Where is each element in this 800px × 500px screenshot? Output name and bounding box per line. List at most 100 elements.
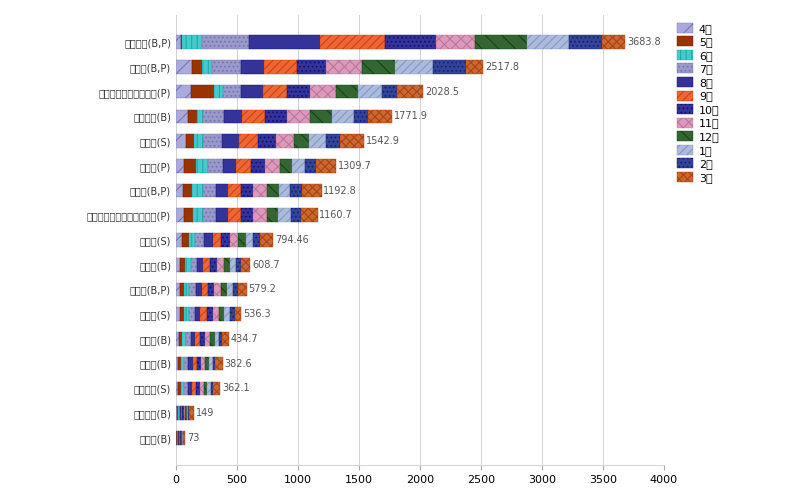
Bar: [199, 382, 204, 395]
Bar: [176, 233, 182, 247]
Bar: [180, 282, 184, 296]
Bar: [176, 110, 187, 123]
Bar: [466, 60, 483, 74]
Bar: [195, 233, 204, 247]
Bar: [176, 258, 180, 272]
Bar: [197, 357, 201, 370]
Bar: [569, 36, 602, 49]
Bar: [178, 332, 182, 345]
Text: 536.3: 536.3: [243, 309, 271, 319]
Bar: [215, 357, 222, 370]
Bar: [238, 233, 246, 247]
Bar: [217, 258, 223, 272]
Bar: [265, 110, 287, 123]
Bar: [216, 184, 229, 198]
Bar: [230, 233, 238, 247]
Text: 434.7: 434.7: [231, 334, 258, 344]
Bar: [602, 36, 626, 49]
Bar: [203, 134, 222, 148]
Bar: [206, 308, 213, 321]
Bar: [236, 258, 242, 272]
Bar: [185, 406, 186, 420]
Bar: [210, 332, 214, 345]
Bar: [253, 233, 260, 247]
Bar: [176, 85, 190, 98]
Text: 2028.5: 2028.5: [426, 86, 459, 97]
Bar: [213, 308, 218, 321]
Bar: [178, 357, 181, 370]
Bar: [235, 308, 242, 321]
Bar: [187, 110, 197, 123]
Bar: [242, 258, 250, 272]
Bar: [436, 36, 475, 49]
Bar: [294, 134, 310, 148]
Bar: [184, 159, 195, 172]
Bar: [186, 406, 188, 420]
Bar: [203, 110, 223, 123]
Bar: [202, 36, 249, 49]
Text: 362.1: 362.1: [222, 384, 250, 394]
Text: 579.2: 579.2: [249, 284, 276, 294]
Bar: [265, 159, 280, 172]
Bar: [188, 406, 189, 420]
Bar: [253, 184, 267, 198]
Bar: [221, 233, 230, 247]
Bar: [204, 382, 207, 395]
Bar: [290, 184, 302, 198]
Bar: [186, 332, 191, 345]
Bar: [202, 282, 208, 296]
Bar: [242, 110, 265, 123]
Bar: [207, 382, 211, 395]
Bar: [527, 36, 569, 49]
Bar: [190, 282, 195, 296]
Bar: [230, 258, 236, 272]
Bar: [176, 382, 178, 395]
Bar: [249, 36, 320, 49]
Bar: [267, 184, 278, 198]
Text: 794.46: 794.46: [274, 235, 309, 245]
Text: 3683.8: 3683.8: [627, 38, 661, 48]
Bar: [233, 282, 238, 296]
Bar: [214, 332, 219, 345]
Bar: [182, 184, 192, 198]
Bar: [475, 36, 527, 49]
Bar: [186, 134, 194, 148]
Bar: [188, 382, 192, 395]
Bar: [190, 85, 214, 98]
Bar: [305, 159, 316, 172]
Bar: [302, 184, 322, 198]
Text: 1771.9: 1771.9: [394, 112, 428, 122]
Bar: [222, 134, 239, 148]
Bar: [278, 208, 290, 222]
Bar: [326, 134, 340, 148]
Bar: [184, 208, 193, 222]
Bar: [189, 233, 195, 247]
Bar: [184, 282, 190, 296]
Bar: [182, 406, 184, 420]
Bar: [228, 208, 241, 222]
Bar: [221, 282, 226, 296]
Bar: [204, 233, 213, 247]
Text: 1192.8: 1192.8: [323, 186, 357, 196]
Bar: [182, 36, 202, 49]
Text: 1160.7: 1160.7: [319, 210, 353, 220]
Bar: [320, 36, 385, 49]
Bar: [340, 134, 364, 148]
Bar: [238, 282, 246, 296]
Bar: [354, 110, 368, 123]
Bar: [180, 258, 185, 272]
Bar: [176, 332, 178, 345]
Bar: [332, 110, 354, 123]
Bar: [193, 208, 203, 222]
Bar: [192, 382, 196, 395]
Bar: [192, 184, 203, 198]
Bar: [326, 60, 362, 74]
Bar: [223, 159, 236, 172]
Bar: [219, 332, 222, 345]
Bar: [180, 406, 181, 420]
Bar: [184, 406, 185, 420]
Text: 608.7: 608.7: [252, 260, 280, 270]
Bar: [208, 282, 214, 296]
Bar: [292, 159, 305, 172]
Bar: [181, 36, 182, 49]
